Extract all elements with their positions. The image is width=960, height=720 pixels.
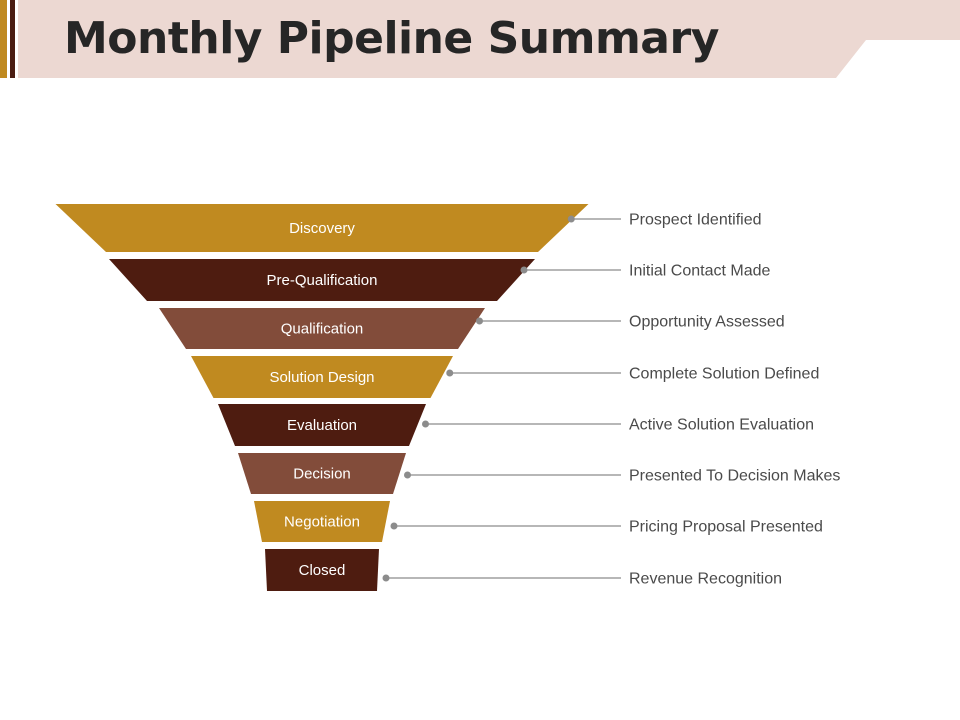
funnel-stage-label: Discovery: [289, 220, 355, 237]
funnel-stage-label: Qualification: [281, 321, 364, 338]
funnel-stage-label: Evaluation: [287, 417, 357, 434]
page-title: Monthly Pipeline Summary: [64, 13, 719, 64]
leader-dot: [422, 420, 429, 428]
leader-dot: [382, 574, 390, 582]
funnel-stage-3: [159, 308, 485, 349]
funnel-stage-1: [55, 204, 589, 252]
stage-description: Prospect Identified: [629, 212, 762, 229]
leader-dot: [446, 369, 454, 377]
leader-dot: [476, 317, 483, 325]
leader-dot: [390, 522, 398, 530]
stage-description: Initial Contact Made: [629, 263, 771, 280]
funnel-stage-8: [265, 549, 379, 591]
funnel-stage-4: [191, 356, 453, 398]
stage-description: Pricing Proposal Presented: [629, 519, 823, 536]
stage-description: Active Solution Evaluation: [629, 417, 814, 434]
funnel-stage-label: Decision: [293, 466, 351, 483]
leader-dot: [567, 215, 575, 223]
leader-dot: [404, 471, 411, 479]
header-accent-bar-gold: [0, 0, 7, 78]
funnel-stage-label: Solution Design: [269, 369, 374, 386]
funnel-stage-6: [238, 453, 406, 494]
stage-description: Opportunity Assessed: [629, 314, 785, 331]
header-band-shape: [18, 0, 960, 78]
funnel-stage-label: Pre-Qualification: [267, 272, 378, 289]
stage-description: Revenue Recognition: [629, 571, 782, 588]
funnel-stage-7: [254, 501, 390, 542]
funnel-stage-2: [109, 259, 535, 301]
funnel-stage-label: Negotiation: [284, 514, 360, 531]
funnel-stage-5: [218, 404, 426, 446]
stage-description: Complete Solution Defined: [629, 366, 819, 383]
stage-description: Presented To Decision Makes: [629, 468, 840, 485]
header-accent-bar-dark: [10, 0, 15, 78]
funnel-stage-label: Closed: [299, 562, 346, 579]
leader-dot: [520, 266, 528, 274]
header-band: [0, 0, 960, 78]
